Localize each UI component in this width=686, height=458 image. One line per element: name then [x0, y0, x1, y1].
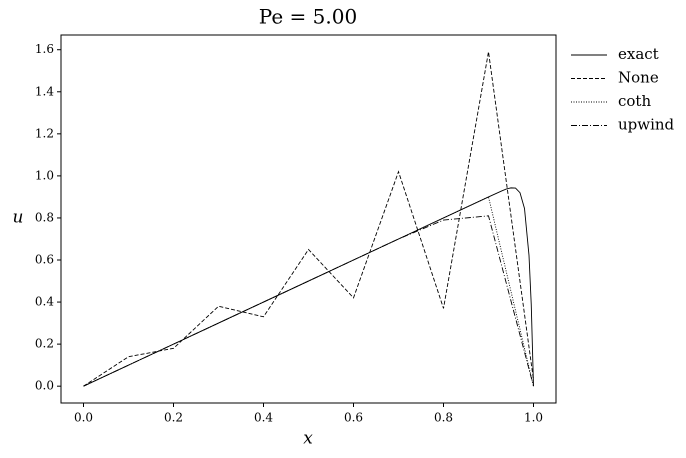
y-tick-label: 0.2 [35, 337, 54, 351]
series-line [83, 187, 534, 387]
x-tick-label: 0.0 [74, 411, 93, 425]
plot-frame [60, 34, 557, 404]
chart-title: Pe = 5.00 [259, 5, 357, 29]
x-tick-label: 0.6 [344, 411, 363, 425]
x-tick-label: 0.2 [164, 411, 183, 425]
y-tick-label: 1.4 [35, 84, 54, 98]
series-line [83, 51, 534, 387]
legend-label: exact [618, 45, 659, 63]
y-tick-label: 1.0 [35, 168, 54, 182]
x-tick-label: 1.0 [524, 411, 543, 425]
x-tick-label: 0.4 [254, 411, 273, 425]
y-tick-label: 1.6 [35, 42, 54, 56]
y-axis-label: u [13, 208, 24, 228]
x-axis-label: x [303, 429, 313, 449]
y-tick-label: 0.6 [35, 253, 54, 267]
y-tick-label: 0.8 [35, 210, 54, 224]
x-tick-label: 0.8 [434, 411, 453, 425]
series-line [83, 215, 534, 387]
legend-label: coth [618, 92, 651, 110]
y-tick-label: 0.0 [35, 379, 54, 393]
legend-label: upwind [618, 116, 675, 134]
legend-label: None [618, 69, 659, 87]
y-tick-label: 1.2 [35, 126, 54, 140]
series-line [83, 196, 534, 387]
y-tick-label: 0.4 [35, 295, 54, 309]
